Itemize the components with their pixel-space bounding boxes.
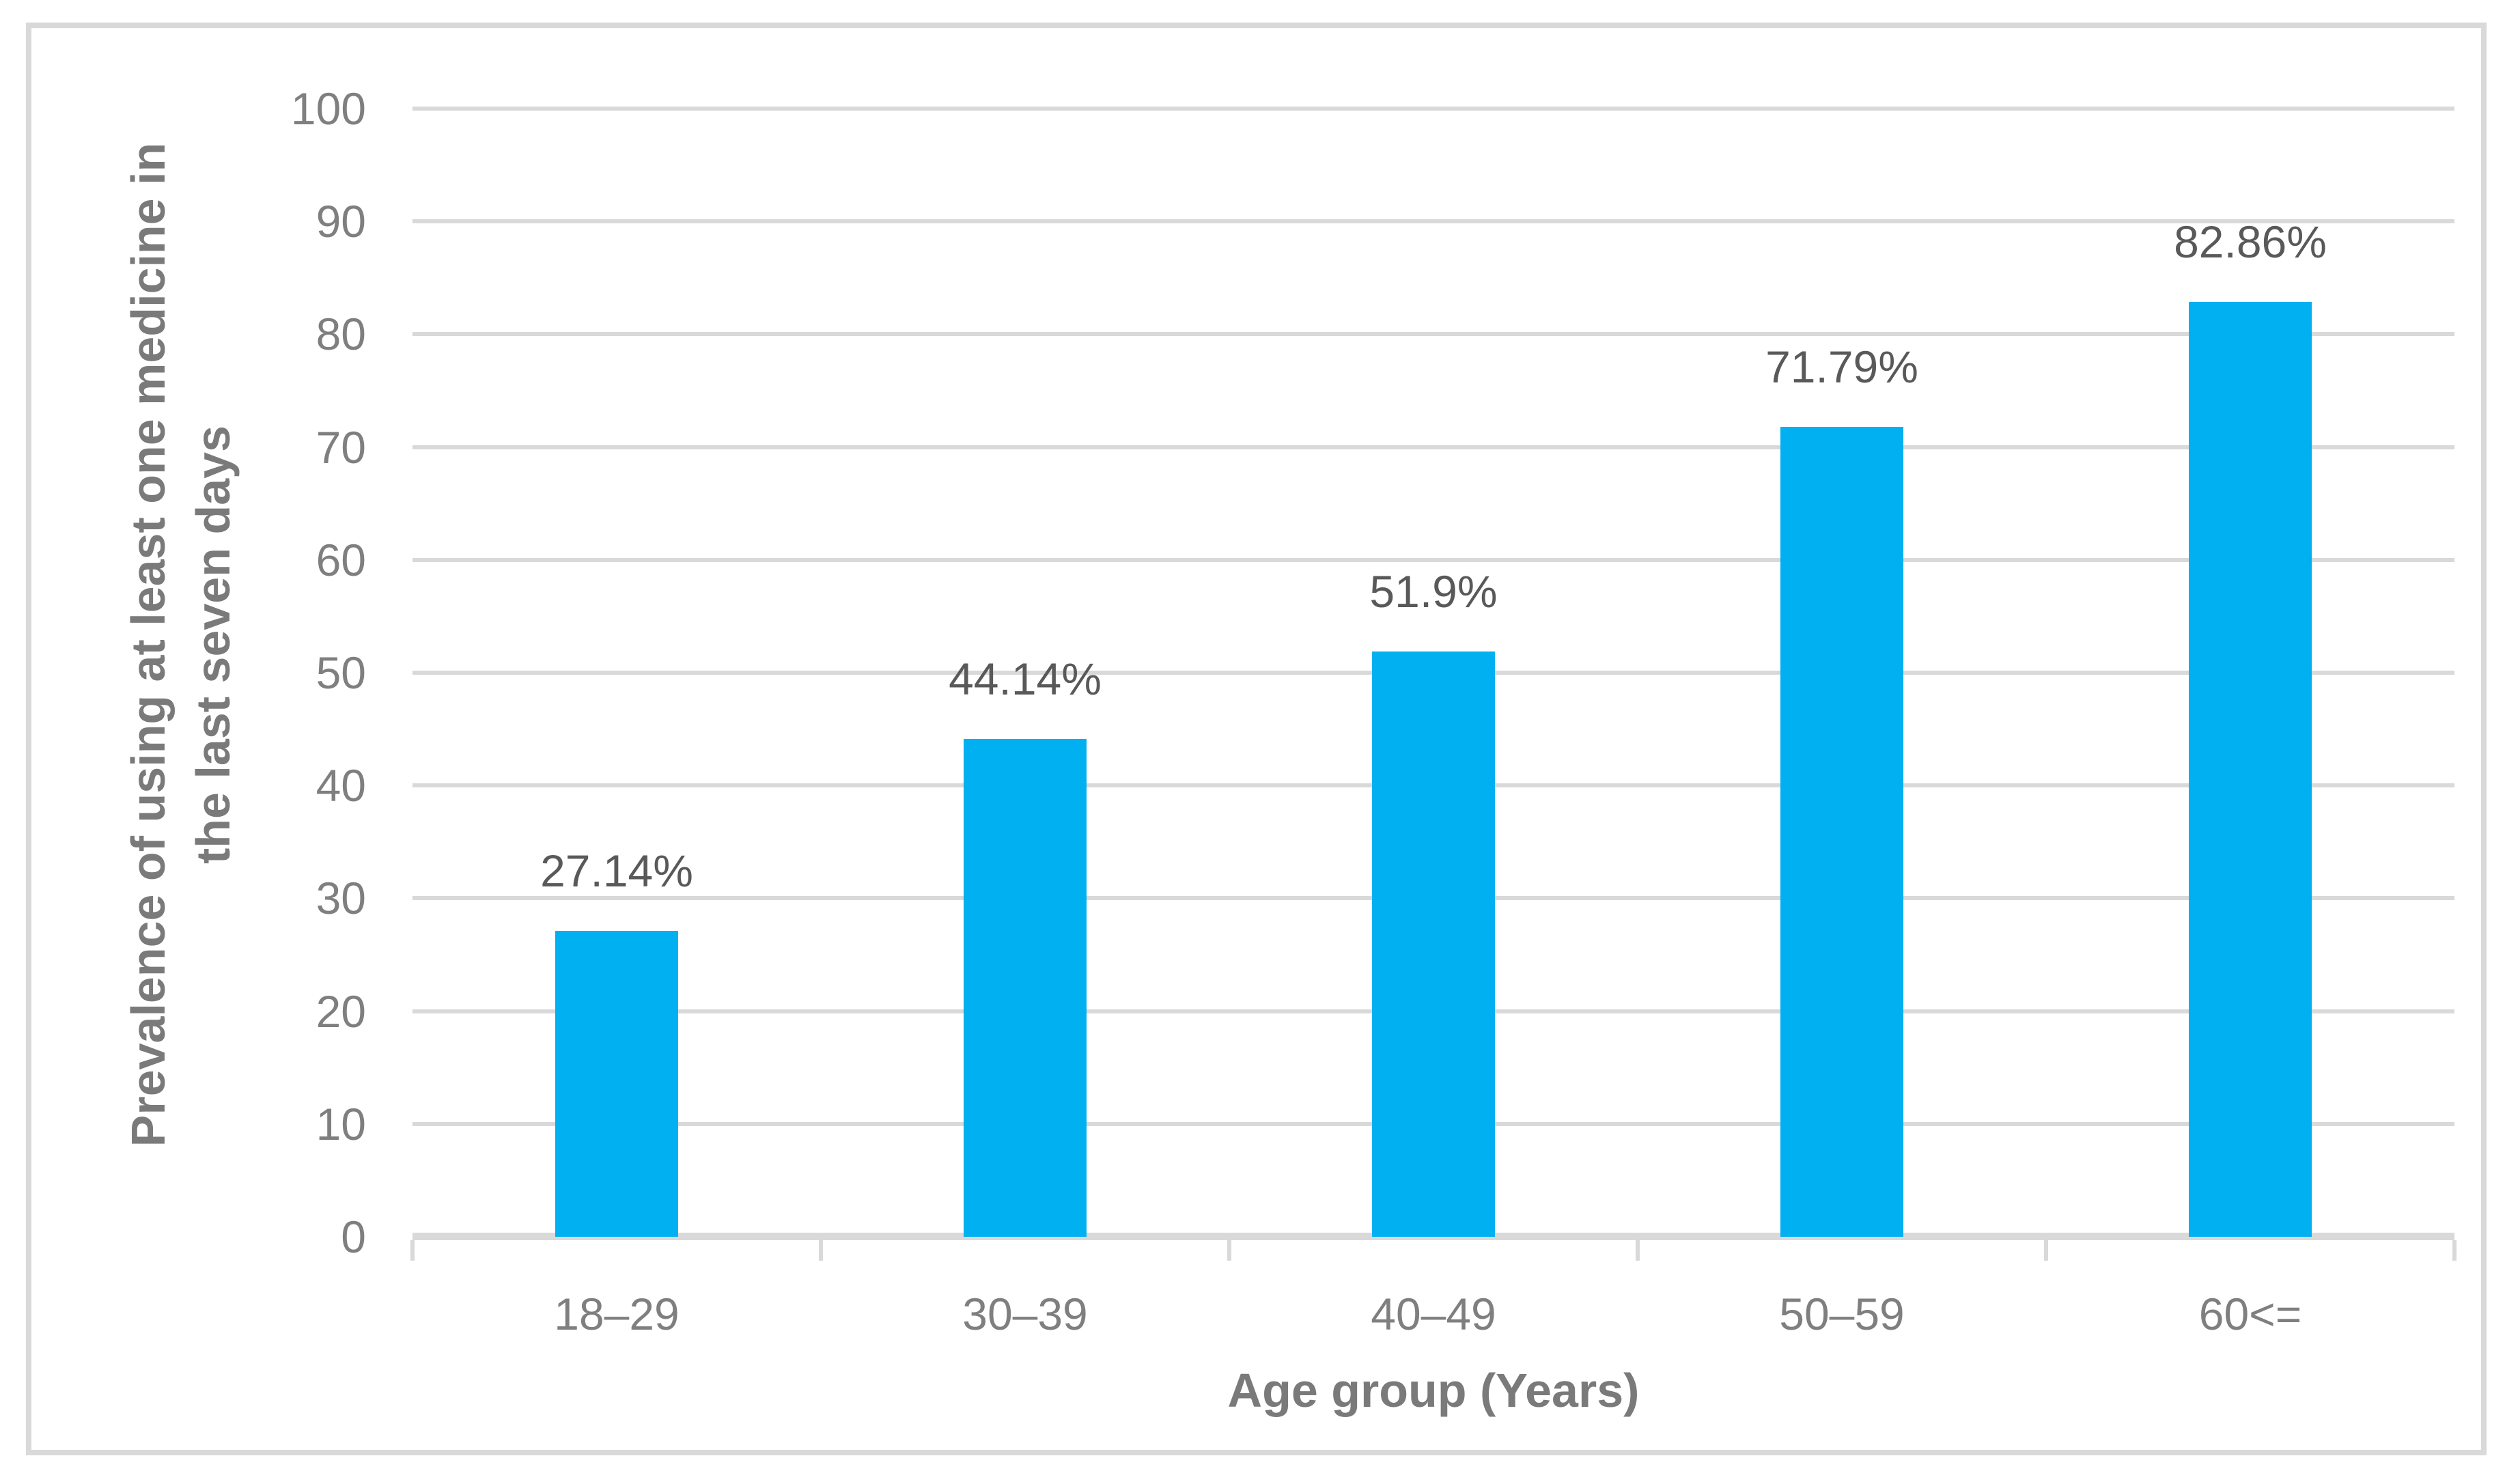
- y-axis-tick-label: 40: [316, 760, 366, 811]
- x-axis-tick-mark: [410, 1240, 415, 1261]
- x-axis-tick-label: 18–29: [554, 1289, 680, 1339]
- data-label: 51.9%: [1369, 565, 1498, 617]
- y-axis-tick-label: 100: [290, 83, 366, 134]
- y-axis-tick-label: 60: [316, 534, 366, 585]
- data-label: 82.86%: [2174, 216, 2327, 268]
- x-axis-tick-mark: [2452, 1240, 2457, 1261]
- y-axis-tick-label: 70: [316, 421, 366, 473]
- y-axis-tick-label: 10: [316, 1098, 366, 1149]
- gridline-100: [412, 107, 2454, 111]
- y-axis-tick-label: 80: [316, 309, 366, 360]
- y-axis-title-line-2: the last seven days: [186, 425, 240, 865]
- gridline-70: [412, 445, 2454, 449]
- gridline-80: [412, 332, 2454, 337]
- data-label: 27.14%: [540, 845, 693, 896]
- data-label: 44.14%: [949, 653, 1102, 704]
- bar-18–29: [555, 930, 678, 1237]
- data-label: 71.79%: [1765, 341, 1918, 393]
- y-axis-title-line-1: Prevalence of using at least one medicin…: [122, 142, 175, 1147]
- chart-frame: Age group (Years) 0 10 20 30 40 50 60 70 80 90 100…: [26, 23, 2487, 1455]
- bar-30–39: [964, 738, 1087, 1237]
- y-axis-tick-label: 20: [316, 985, 366, 1037]
- x-axis-tick-label: 30–39: [962, 1289, 1088, 1339]
- plot-area: Age group (Years) 0 10 20 30 40 50 60 70 80 90 100…: [291, 86, 2457, 1414]
- x-axis-tick-mark: [819, 1240, 823, 1261]
- bar-50–59: [1780, 427, 1903, 1237]
- x-axis-tick-label: 40–49: [1371, 1289, 1496, 1339]
- x-axis-tick-mark: [2044, 1240, 2048, 1261]
- y-axis-tick-label: 0: [341, 1212, 366, 1262]
- x-axis-title: Age group (Years): [1227, 1364, 1640, 1417]
- y-axis-tick-label: 30: [316, 873, 366, 924]
- y-axis-tick-label: 50: [316, 647, 366, 698]
- x-axis-tick-label: 60<=: [2198, 1289, 2302, 1339]
- y-axis-tick-label: 90: [316, 196, 366, 247]
- gridline-60: [412, 557, 2454, 562]
- x-axis-tick-mark: [1227, 1240, 1231, 1261]
- x-axis-tick-label: 50–59: [1779, 1289, 1905, 1339]
- y-axis-title: Prevalence of using at least one medicin…: [116, 143, 246, 1147]
- bar-40–49: [1372, 651, 1495, 1237]
- x-axis-tick-mark: [1636, 1240, 1640, 1261]
- bar-60<=: [2189, 302, 2312, 1237]
- gridline-90: [412, 219, 2454, 224]
